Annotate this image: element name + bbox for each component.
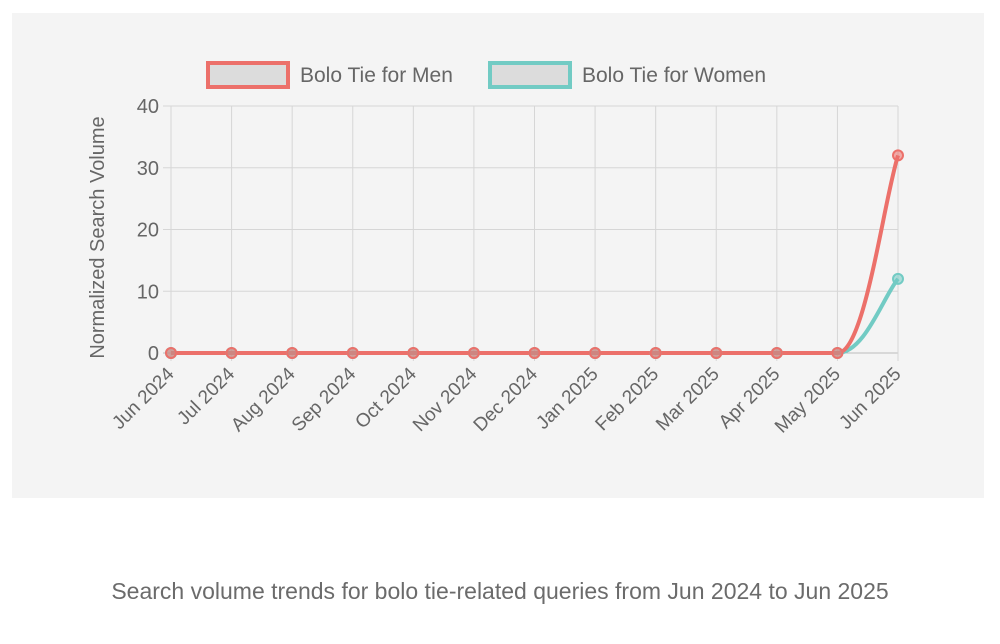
legend-label: Bolo Tie for Men xyxy=(300,64,453,87)
data-point xyxy=(407,347,420,359)
data-point xyxy=(649,347,662,359)
series-line xyxy=(171,154,900,355)
x-tick-label: Jan 2025 xyxy=(532,364,602,434)
x-tick-label: Dec 2024 xyxy=(470,363,543,436)
y-tick-label: 0 xyxy=(148,343,159,365)
y-tick-label: 10 xyxy=(137,281,159,303)
data-point xyxy=(225,347,238,359)
legend-swatch xyxy=(488,61,572,89)
data-point xyxy=(710,347,723,359)
data-point xyxy=(589,347,602,359)
data-point xyxy=(892,272,904,285)
x-tick-label: Feb 2025 xyxy=(592,364,664,436)
chart-panel xyxy=(12,13,984,498)
y-tick-label: 20 xyxy=(137,220,159,242)
x-tick-label: Nov 2024 xyxy=(409,363,482,436)
data-point xyxy=(528,347,541,359)
data-point xyxy=(286,347,299,359)
x-tick-label: Sep 2024 xyxy=(288,363,361,436)
data-point xyxy=(770,347,783,359)
legend-label: Bolo Tie for Women xyxy=(582,64,766,87)
data-point xyxy=(346,347,359,359)
x-tick-label: Jun 2024 xyxy=(108,363,178,433)
chart-caption: Search volume trends for bolo tie-relate… xyxy=(111,578,889,604)
y-axis-title: Normalized Search Volume xyxy=(87,116,109,358)
x-tick-label: Mar 2025 xyxy=(652,364,724,436)
x-tick-label: Aug 2024 xyxy=(227,363,300,436)
data-point xyxy=(467,347,480,359)
data-point xyxy=(892,149,904,162)
y-tick-label: 40 xyxy=(137,96,159,118)
data-point xyxy=(831,347,844,359)
legend-swatch xyxy=(206,61,290,89)
y-tick-label: 30 xyxy=(137,158,159,180)
x-tick-label: Jun 2025 xyxy=(835,364,905,434)
data-point xyxy=(165,347,177,359)
x-tick-label: May 2025 xyxy=(771,364,845,438)
